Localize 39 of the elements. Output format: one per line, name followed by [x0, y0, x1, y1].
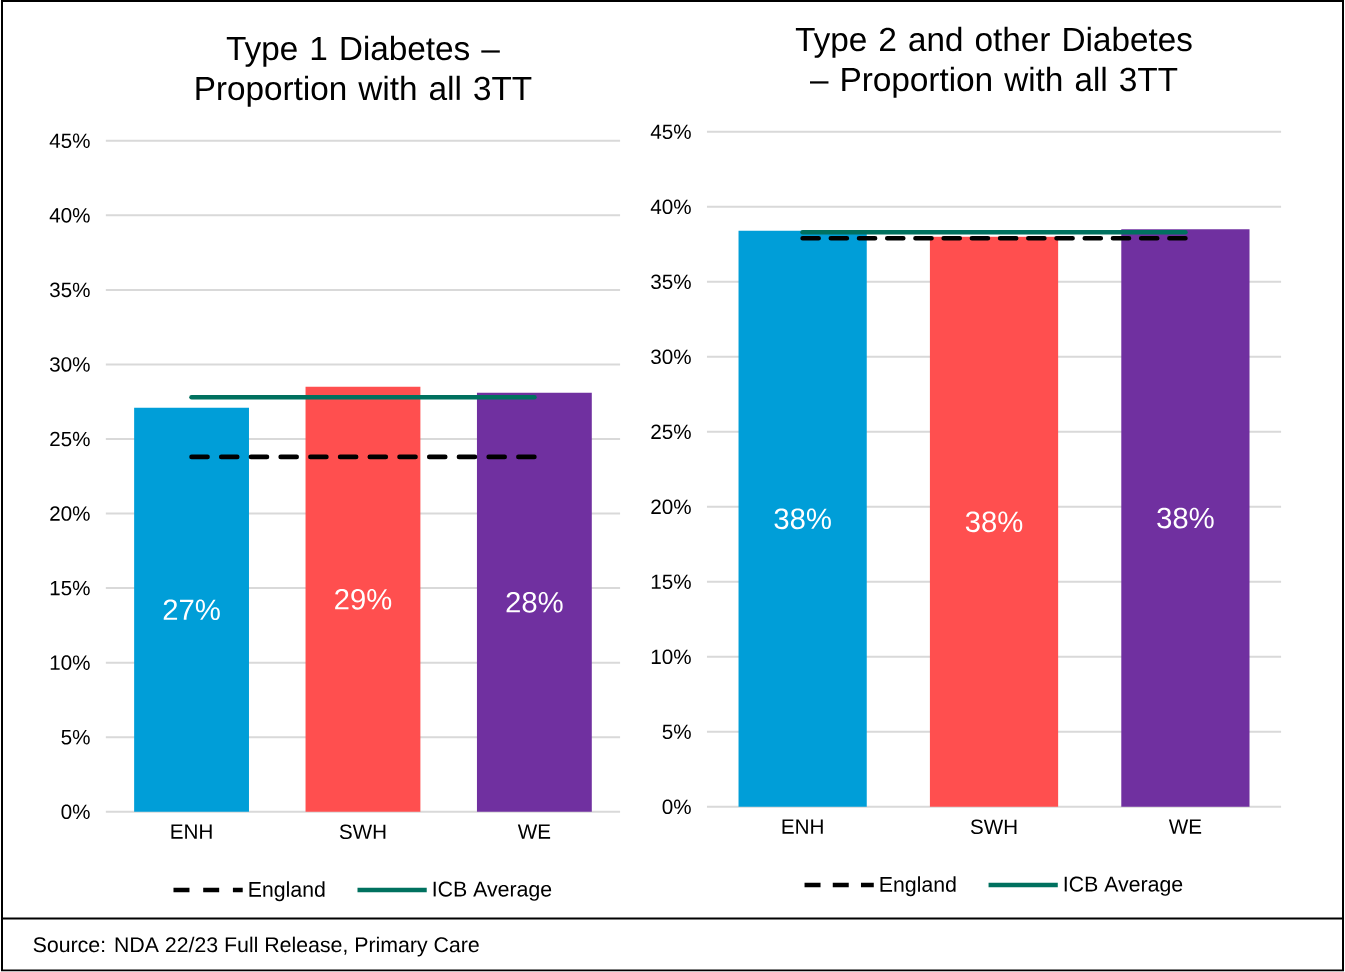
x-tick-label: WE — [1168, 819, 1202, 834]
y-tick-label: 20% — [651, 499, 691, 515]
y-tick-label: 15% — [50, 581, 90, 596]
y-tick-label: 5% — [662, 724, 691, 740]
x-tick-label: ENH — [782, 819, 823, 834]
y-tick-label: 30% — [49, 357, 90, 372]
y-tick-label: 40% — [49, 208, 90, 223]
x-tick-label: ENH — [171, 824, 212, 839]
y-tick-label: 5% — [61, 730, 90, 745]
data-label: 38% — [774, 508, 831, 530]
y-tick-label: 45% — [650, 124, 691, 140]
y-tick-label: 35% — [651, 274, 691, 290]
y-tick-label: 45% — [49, 133, 90, 149]
legend-label: ICB Average — [1064, 876, 1183, 897]
x-tick-label: SWH — [970, 819, 1017, 835]
data-label: 27% — [163, 599, 220, 621]
y-tick-label: 20% — [50, 506, 90, 522]
y-tick-label: 0% — [662, 799, 691, 815]
chart-title: Type 2 and other Diabetes – Proportion with all 3TT — [795, 27, 1192, 99]
data-label: 38% — [1157, 507, 1214, 529]
data-label: 29% — [335, 589, 392, 610]
x-tick-label: SWH — [339, 824, 386, 840]
y-tick-label: 10% — [651, 649, 691, 665]
y-tick-label: 0% — [61, 804, 90, 820]
data-label: 38% — [965, 511, 1023, 533]
y-tick-label: 35% — [49, 282, 90, 298]
y-tick-label: 30% — [651, 349, 691, 365]
chart-title: Type 1 Diabetes – Proportion with all 3TT — [196, 36, 532, 108]
y-tick-label: 10% — [50, 655, 90, 671]
legend-label: England — [249, 881, 325, 902]
y-tick-label: 25% — [50, 431, 90, 447]
source-note: Source: NDA 22/23 Full Release, Primary Care — [33, 936, 479, 957]
x-tick-label: WE — [517, 824, 551, 839]
y-tick-label: 15% — [651, 574, 691, 590]
legend-label: ICB Average — [433, 881, 552, 902]
data-label: 28% — [506, 592, 563, 613]
y-tick-label: 25% — [651, 424, 691, 440]
legend-label: England — [880, 876, 956, 897]
y-tick-label: 40% — [650, 199, 691, 215]
